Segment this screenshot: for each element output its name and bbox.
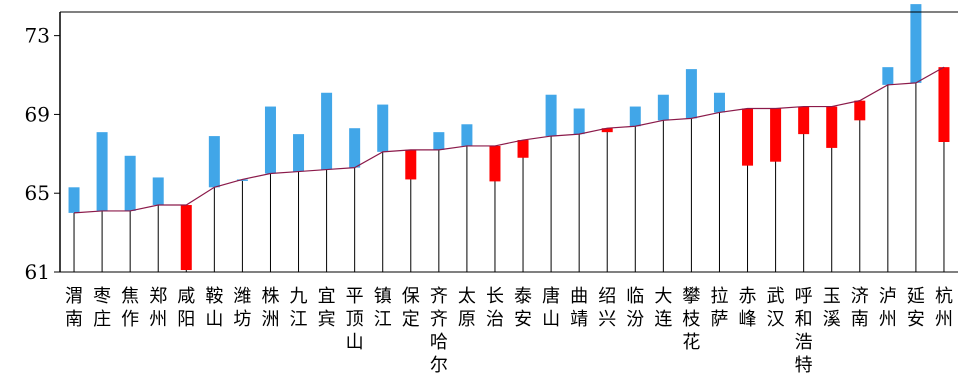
x-label-24: 赤峰 <box>739 286 757 330</box>
bar-21 <box>657 94 669 121</box>
x-label-6: 潍坊 <box>233 286 251 330</box>
bar-10 <box>349 128 361 168</box>
x-label-23: 拉萨 <box>710 286 728 330</box>
x-label-7: 株洲 <box>261 286 279 330</box>
y-tick-label-1: 65 <box>25 181 50 205</box>
data-bars <box>68 4 950 271</box>
y-tick-label-3: 73 <box>25 24 50 48</box>
x-label-19: 绍兴 <box>598 286 616 330</box>
x-label-10: 平顶山 <box>346 286 364 353</box>
bar-5 <box>208 136 220 188</box>
bar-3 <box>152 177 164 206</box>
x-label-13: 齐齐哈尔 <box>430 286 448 376</box>
bar-4 <box>180 205 192 271</box>
bar-7 <box>264 106 276 174</box>
x-label-14: 太原 <box>458 286 476 330</box>
bar-30 <box>910 4 922 83</box>
bar-15 <box>489 145 501 182</box>
y-tick-label-2: 69 <box>25 102 50 126</box>
cumulative-line-group <box>73 66 945 214</box>
x-label-0: 渭南 <box>65 286 83 330</box>
y-tick-label-0: 61 <box>25 260 50 284</box>
x-axis-categories: 渭南枣庄焦作郑州咸阳鞍山潍坊株洲九江宜宾平顶山镇江保定齐齐哈尔太原长治泰安唐山曲… <box>65 286 953 376</box>
bar-23 <box>713 92 725 113</box>
x-label-2: 焦作 <box>121 286 139 330</box>
x-label-20: 临汾 <box>626 286 644 330</box>
bar-25 <box>770 108 782 162</box>
bar-18 <box>573 108 585 135</box>
bar-20 <box>629 106 641 127</box>
x-label-17: 唐山 <box>542 286 560 330</box>
bar-27 <box>826 106 838 148</box>
x-label-5: 鞍山 <box>205 286 223 330</box>
x-label-26: 呼和浩特 <box>795 286 813 376</box>
bar-11 <box>377 104 389 152</box>
x-label-3: 郑州 <box>149 286 167 330</box>
x-label-1: 枣庄 <box>93 286 111 330</box>
stem-lines <box>73 67 945 272</box>
x-label-11: 镇江 <box>374 286 392 330</box>
bar-19 <box>601 128 613 133</box>
x-label-25: 武汉 <box>767 286 785 330</box>
x-label-18: 曲靖 <box>570 286 588 330</box>
x-label-21: 大连 <box>654 286 672 330</box>
bar-24 <box>742 108 754 166</box>
x-label-31: 杭州 <box>935 286 953 330</box>
y-axis-ticks: 61 65 69 73 <box>25 24 60 284</box>
bar-9 <box>321 92 333 170</box>
x-label-4: 咸阳 <box>177 286 195 330</box>
x-label-15: 长治 <box>486 286 504 330</box>
x-label-22: 攀枝花 <box>682 286 700 353</box>
bar-29 <box>882 67 894 85</box>
bar-31 <box>938 67 950 142</box>
x-label-16: 泰安 <box>514 286 532 330</box>
x-label-9: 宜宾 <box>318 286 336 330</box>
x-label-27: 玉溪 <box>823 286 841 330</box>
bar-2 <box>124 155 136 211</box>
x-label-12: 保定 <box>402 286 420 330</box>
bar-14 <box>461 124 473 146</box>
bar-16 <box>517 140 529 158</box>
x-label-28: 济南 <box>851 286 869 330</box>
bar-13 <box>433 132 445 150</box>
bar-8 <box>293 134 305 172</box>
x-label-29: 泸州 <box>879 286 897 330</box>
bar-6 <box>236 179 248 181</box>
bar-26 <box>798 106 810 135</box>
axes <box>59 11 958 273</box>
bar-12 <box>405 149 417 180</box>
bar-17 <box>545 94 557 137</box>
bar-22 <box>685 69 697 119</box>
bar-0 <box>68 187 80 213</box>
x-label-30: 延安 <box>907 286 925 330</box>
bar-1 <box>96 132 108 211</box>
cumulative-line <box>73 66 945 214</box>
bar-28 <box>854 100 866 121</box>
x-label-8: 九江 <box>290 286 308 330</box>
